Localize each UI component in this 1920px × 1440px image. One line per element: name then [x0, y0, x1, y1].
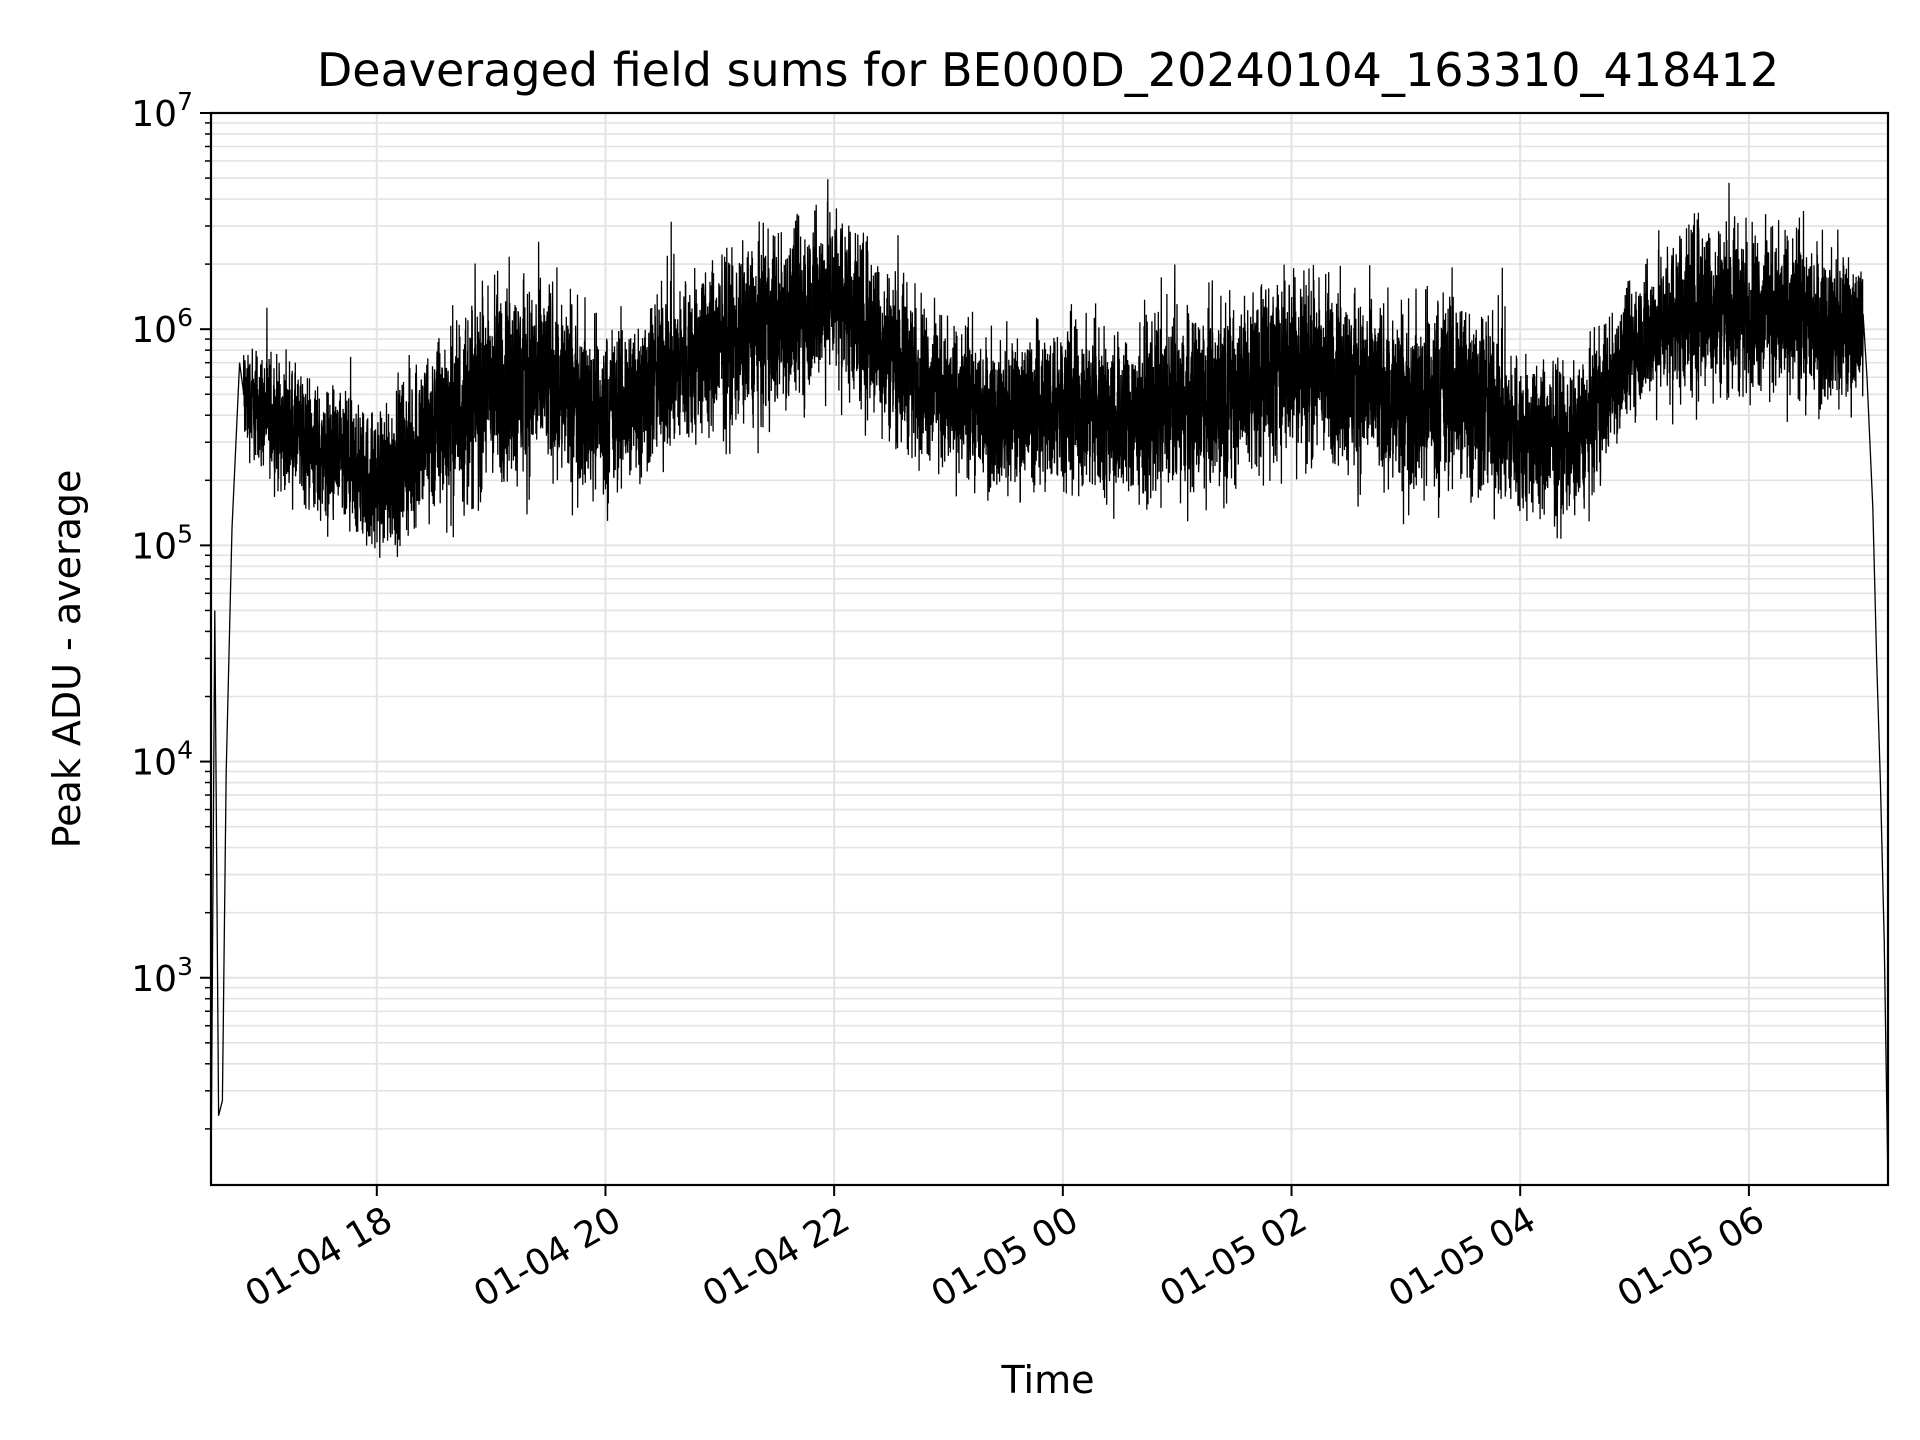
y-tick-label: 107: [131, 87, 193, 135]
y-axis-label: Peak ADU - average: [45, 470, 89, 849]
plot-area: [211, 179, 1888, 1185]
y-tick-label: 104: [131, 736, 193, 784]
plot-frame: [209, 111, 1890, 1187]
x-axis-label: Time: [1001, 1358, 1095, 1402]
y-tick-label: 106: [131, 303, 193, 351]
series-line: [211, 179, 1888, 1185]
y-tick-label: 105: [131, 519, 193, 567]
y-tick-label: 103: [131, 952, 193, 1000]
chart-title: Deaveraged field sums for BE000D_2024010…: [317, 43, 1779, 97]
